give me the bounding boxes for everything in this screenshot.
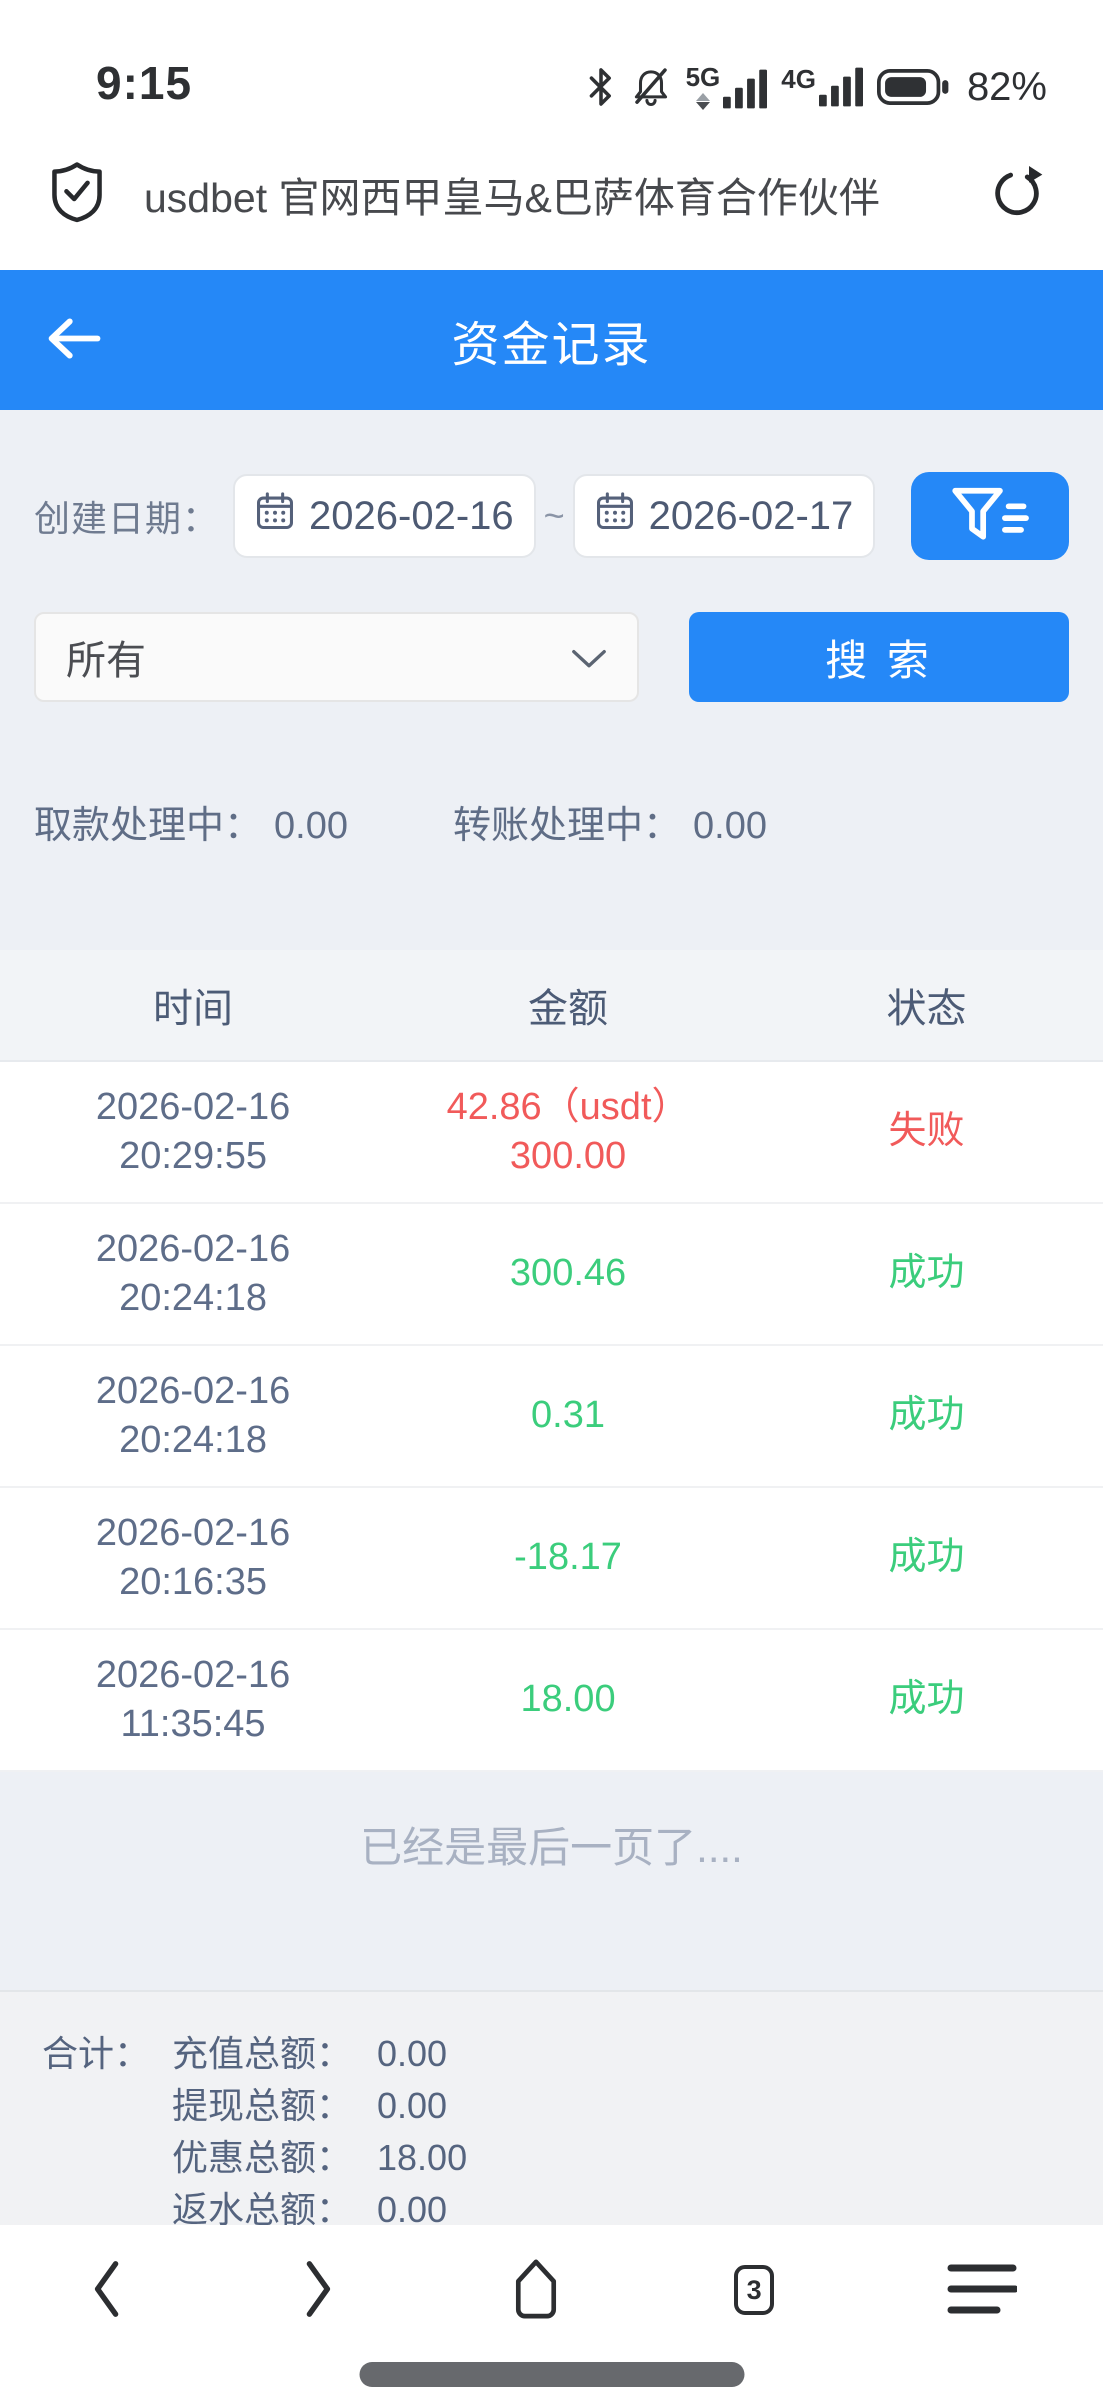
battery-icon — [876, 68, 949, 106]
chevron-right-icon — [299, 2259, 339, 2322]
filter-section: 创建日期： 2026-02-16 ~ — [0, 410, 1103, 950]
transfer-processing: 转账处理中： 0.00 — [452, 805, 767, 847]
date-to-input[interactable]: 2026-02-17 — [572, 474, 876, 558]
data-activity-arrows — [695, 93, 710, 110]
nav-tabs-button[interactable]: 3 — [734, 2265, 775, 2315]
table-row: 2026-02-16 20:24:18 0.31 成功 — [0, 1346, 1103, 1488]
page-url-title: usdbet 官网西甲皇马&巴萨体育合作伙伴 — [144, 175, 880, 221]
table-row: 2026-02-16 20:29:55 42.86（usdt） 300.00 失败 — [0, 1062, 1103, 1204]
status-icons: 5G 4G — [586, 64, 1047, 110]
signal-5g-icon: 5G — [686, 64, 768, 110]
app-header: 资金记录 — [0, 270, 1103, 410]
menu-icon — [947, 2260, 1019, 2321]
home-icon — [511, 2258, 561, 2323]
chevron-left-icon — [86, 2259, 126, 2322]
status-badge: 成功 — [888, 1394, 965, 1437]
bluetooth-icon — [586, 65, 616, 109]
type-select-value: 所有 — [66, 639, 146, 683]
status-badge: 成功 — [888, 1252, 965, 1295]
nav-forward-button[interactable] — [299, 2259, 339, 2322]
header-time: 时间 — [153, 987, 234, 1031]
withdraw-processing: 取款处理中： 0.00 — [34, 805, 348, 847]
amount-cell: -18.17 — [514, 1536, 622, 1579]
back-arrow-button[interactable] — [42, 313, 106, 368]
amount-cell: 0.31 — [531, 1394, 606, 1437]
browser-nav-bar: 3 — [0, 2225, 1103, 2355]
nav-menu-button[interactable] — [947, 2260, 1019, 2321]
summary-row: 返水总额： 0.00 — [172, 2189, 448, 2230]
calendar-icon — [595, 491, 635, 541]
funnel-filter-icon — [949, 484, 1031, 549]
table-header: 时间 金额 状态 — [0, 950, 1103, 1062]
date-filter-label: 创建日期： — [34, 498, 220, 539]
notifications-off-icon — [630, 64, 672, 110]
header-status: 状态 — [886, 987, 967, 1031]
search-button[interactable]: 搜 索 — [689, 612, 1069, 702]
table-row: 2026-02-16 20:24:18 300.46 成功 — [0, 1204, 1103, 1346]
end-of-list-note: 已经是最后一页了.... — [0, 1772, 1103, 1990]
date-to-value: 2026-02-17 — [648, 493, 854, 538]
total-label: 合计： — [42, 2033, 151, 2074]
page-title: 资金记录 — [451, 319, 652, 372]
refresh-icon[interactable] — [989, 164, 1045, 225]
date-from-value: 2026-02-16 — [309, 493, 514, 538]
calendar-icon — [255, 491, 295, 541]
nav-back-button[interactable] — [86, 2259, 126, 2322]
battery-percent: 82% — [966, 64, 1047, 109]
signal-4g-icon: 4G — [781, 66, 863, 108]
records-table: 时间 金额 状态 2026-02-16 20:29:55 42.86（usdt） 3… — [0, 950, 1103, 1990]
type-filter-row: 所有 搜 索 — [34, 612, 1069, 702]
summary-row: 提现总额： 0.00 — [172, 2085, 448, 2126]
summary-row: 充值总额： 0.00 — [172, 2033, 448, 2074]
type-select[interactable]: 所有 — [34, 612, 639, 702]
status-bar: 9:15 5G — [0, 0, 1103, 118]
tab-count-icon: 3 — [734, 2265, 775, 2315]
nav-home-button[interactable] — [511, 2258, 561, 2323]
header-amount: 金额 — [528, 987, 609, 1031]
amount-cell: 18.00 — [520, 1678, 616, 1721]
browser-address-bar[interactable]: usdbet 官网西甲皇马&巴萨体育合作伙伴 — [0, 118, 1103, 270]
status-badge: 失败 — [888, 1110, 965, 1153]
date-from-input[interactable]: 2026-02-16 — [233, 474, 536, 558]
date-filter-row: 创建日期： 2026-02-16 ~ — [34, 472, 1069, 560]
status-badge: 成功 — [888, 1536, 965, 1579]
table-row: 2026-02-16 11:35:45 18.00 成功 — [0, 1630, 1103, 1772]
date-range-separator: ~ — [543, 495, 565, 536]
status-badge: 成功 — [888, 1678, 965, 1721]
processing-stats: 取款处理中： 0.00 转账处理中： 0.00 — [34, 794, 1069, 849]
tab-count: 3 — [746, 2274, 762, 2305]
home-indicator-bar[interactable] — [359, 2362, 744, 2387]
filter-button[interactable] — [911, 472, 1069, 560]
table-row: 2026-02-16 20:16:35 -18.17 成功 — [0, 1488, 1103, 1630]
amount-cell: 300.46 — [509, 1252, 627, 1295]
amount-cell: 42.86（usdt） 300.00 — [446, 1085, 690, 1177]
clock: 9:15 — [96, 57, 193, 109]
site-security-shield-icon[interactable] — [48, 161, 106, 228]
chevron-down-icon — [571, 635, 607, 680]
summary-row: 优惠总额： 18.00 — [172, 2137, 468, 2178]
